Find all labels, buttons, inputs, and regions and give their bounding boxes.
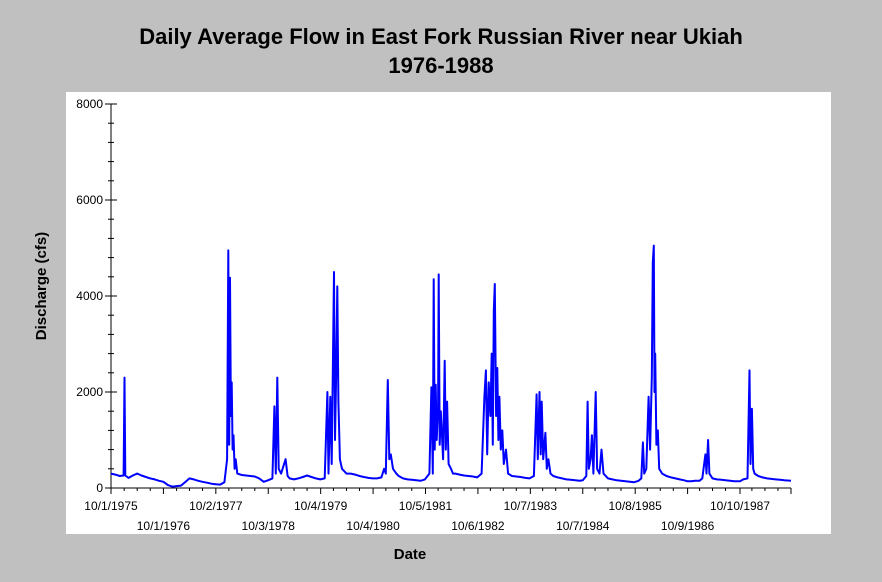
x-tick-label: 10/10/1987 — [710, 499, 770, 513]
x-tick-label: 10/2/1977 — [189, 499, 243, 513]
y-tick-label: 4000 — [76, 289, 103, 303]
x-tick-label: 10/3/1978 — [242, 519, 296, 533]
flow-series-line — [110, 244, 792, 488]
y-tick-label: 6000 — [76, 193, 103, 207]
y-axis-label: Discharge (cfs) — [33, 232, 50, 340]
x-ticks: 10/1/1975 10/1/1976 10/2/1977 10/3/1978 10/4… — [84, 488, 792, 533]
x-tick-label: 10/4/1979 — [294, 499, 348, 513]
y-tick-label: 2000 — [76, 385, 103, 399]
x-tick-label: 10/1/1976 — [137, 519, 191, 533]
x-tick-label: 10/5/1981 — [399, 499, 453, 513]
x-tick-label: 10/7/1983 — [504, 499, 558, 513]
chart-title: Daily Average Flow in East Fork Russian … — [139, 24, 743, 49]
y-tick-label: 0 — [96, 481, 103, 495]
x-tick-label: 10/1/1975 — [84, 499, 138, 513]
plot-area — [66, 92, 831, 534]
x-tick-label: 10/7/1984 — [556, 519, 610, 533]
y-tick-label: 8000 — [76, 97, 103, 111]
y-ticks: 0 2000 4000 6000 8000 — [76, 97, 117, 495]
x-tick-label: 10/6/1982 — [451, 519, 505, 533]
x-tick-label: 10/8/1985 — [608, 499, 662, 513]
x-tick-label: 10/4/1980 — [346, 519, 400, 533]
x-tick-label: 10/9/1986 — [661, 519, 715, 533]
chart-subtitle: 1976-1988 — [388, 53, 494, 78]
x-axis-label: Date — [394, 546, 427, 563]
